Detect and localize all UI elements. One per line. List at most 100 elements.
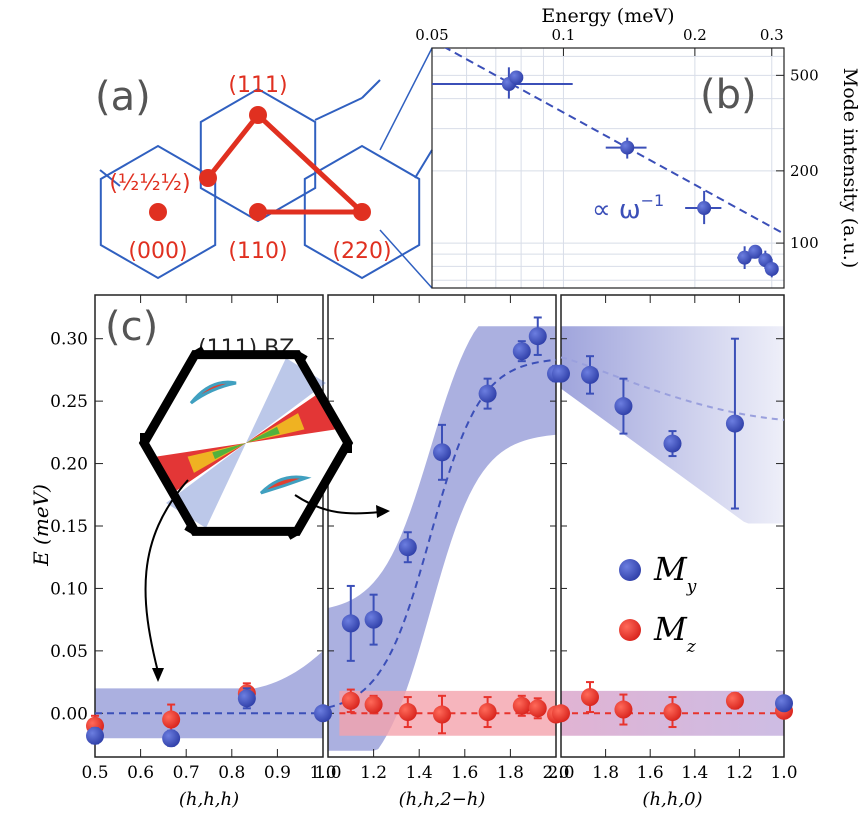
my-point-1-5 [512,342,531,361]
diagram-path [206,111,369,215]
tick-label-x: 0.05 [415,26,448,44]
tick-label-x: 1.0 [770,763,797,783]
tick-label-x: 1.0 [314,763,341,783]
inset-arrows [144,479,390,682]
my-fit-hh2h [327,358,557,709]
tick-label-y: 0.25 [50,392,88,412]
panel-b-points [432,67,779,278]
bz-crescent-top [189,380,237,405]
arrow-head-hh2h [376,505,390,518]
bz-edge [314,97,363,121]
mz-point-2-0 [552,704,570,723]
diagram-connection-lines [206,111,369,215]
tick-label-x: 1.4 [681,763,708,783]
tick-label-x: 0.1 [552,26,576,44]
my-point-2-4 [725,414,744,433]
data-point-2 [620,140,635,155]
panel-c-label: (c) [105,304,158,350]
panel-b-gridlines [432,48,784,288]
my-point-0-2 [237,689,256,708]
my-point-0-1 [162,729,181,748]
bz-inset-hexagon [138,346,354,540]
bz-edge [414,149,433,179]
tick-label-y: 0.15 [50,517,88,537]
my-band-hh2h [328,326,556,751]
bz-crescent-bottom [259,475,312,495]
arrow-to-hh2h [294,494,381,515]
my-point-1-0 [341,614,360,633]
legend-marker-0 [619,559,641,581]
panel-a-label: (a) [95,74,151,120]
data-point-7 [764,261,779,276]
tick-label-y: 100 [790,234,819,252]
subpanel-xlabel: (h,h,2−h) [399,789,486,810]
data-point-4 [737,250,752,265]
panel-c-points [86,316,793,748]
mz-point-1-5 [512,696,531,715]
my-band-hhh [95,650,323,739]
tick-label-x: 0.2 [683,26,707,44]
mz-point-2-1 [580,688,599,707]
mz-point-2-2 [614,700,633,719]
tick-label-y: 200 [790,162,819,180]
tick-label-x: 1.6 [637,763,664,783]
my-point-0-3 [314,704,332,723]
mz-point-2-4 [725,691,744,710]
bz-vertex-stub [286,527,300,540]
diagram-point-0 [249,106,267,124]
diagram-points: (111) (½½½) (000) (110) (220) [109,73,391,264]
tick-label-x: 0.3 [760,26,784,44]
tick-label-y: 0.00 [50,704,88,724]
panel-b-label: (b) [700,72,757,118]
bz-wedge-upper-right-core [246,426,280,443]
bz-edge [361,79,381,99]
tick-label-y: 0.05 [50,642,88,662]
mz-point-1-4 [478,703,497,722]
panel-b-xlabel: Energy (meV) [541,5,674,27]
mz-point-1-1 [364,695,383,714]
bz-vertex-stub [294,351,308,364]
panel-b-fit-line [443,48,784,235]
legend-label-0: My [653,550,697,597]
tick-label-x: 1.4 [406,763,433,783]
mz-point-0-1 [162,710,181,729]
tick-label-x: 0.9 [264,763,291,783]
tick-label-x: 1.2 [360,763,387,783]
tick-label-x: 1.8 [592,763,619,783]
bz-vertex-stub [192,346,206,359]
panel-c-chart: 0.5 0.6 0.7 0.8 0.9 1.0 (h,h,h) 1.0 1.2 1.4 1.6 1.8… [29,294,798,810]
tick-label-x: 1.0 [309,763,336,783]
my-point-2-0 [552,364,570,383]
subpanel-xlabel: (h,h,h) [179,789,239,810]
panel-a-diagram: (a) (111) (½½½) (000) (110) (220) [95,73,433,280]
mz-point-1-0 [341,691,360,710]
legend: My Mz [619,550,697,657]
panel-b-ticks: 0.05 0.1 0.2 0.3 500 200 100 [415,26,818,252]
my-point-2-2 [614,397,633,416]
tick-label-x: 0.8 [218,763,245,783]
my-point-1-3 [433,443,451,462]
tick-label-x: 0.5 [81,763,108,783]
mz-point-2-3 [663,703,682,722]
diagram-point-label: (½½½) [109,171,190,196]
arrow-head-hhh [152,668,164,682]
diagram-point-label: (220) [332,239,391,264]
mz-point-1-2 [398,703,417,722]
bz-vertex-stub [184,522,198,535]
diagram-point-3 [249,203,267,221]
panel-c-ticks: 0.5 0.6 0.7 0.8 0.9 1.0 (h,h,h) 1.0 1.2 1.4 1.6 1.8… [50,295,798,810]
my-point-1-1 [364,610,383,629]
my-point-1-2 [398,538,417,557]
mz-point-1-3 [433,705,451,724]
tick-label-x: 0.6 [127,763,154,783]
diagram-point-label: (111) [228,73,287,98]
subpanel-xlabel: (h,h,0) [642,789,702,810]
my-point-2-5 [775,694,793,713]
bz-hexagon-2 [303,144,421,280]
my-point-1-6 [528,327,547,346]
mz-point-1-6 [528,699,547,718]
tick-label-y: 0.30 [50,330,88,350]
legend-label-1: Mz [653,610,697,657]
bz-edge [99,169,121,187]
